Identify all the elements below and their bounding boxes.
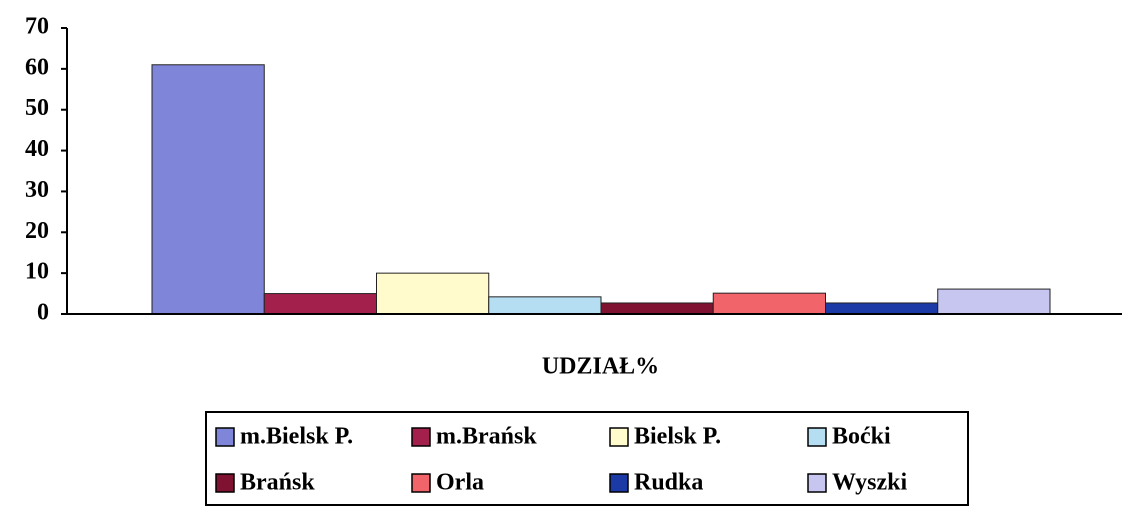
legend-swatch [411, 473, 431, 493]
legend-label: m.Brańsk [436, 424, 537, 450]
legend-swatch [807, 427, 827, 447]
legend-label: Brańsk [240, 470, 315, 496]
legend-swatch [411, 427, 431, 447]
bar [376, 272, 490, 315]
y-tick-label: 70 [25, 14, 49, 40]
y-tick-label: 30 [25, 177, 49, 203]
legend-swatch [215, 427, 235, 447]
y-tick-label: 10 [25, 259, 49, 285]
legend-label: Boćki [832, 424, 891, 450]
legend-label: Wyszki [832, 470, 907, 496]
legend-swatch [215, 473, 235, 493]
legend-box [205, 411, 969, 506]
legend-swatch [609, 427, 629, 447]
bar [825, 302, 939, 315]
x-axis-label: UDZIAŁ% [542, 354, 659, 380]
bar [937, 288, 1051, 315]
y-tick-label: 50 [25, 95, 49, 121]
legend-label: m.Bielsk P. [240, 424, 353, 450]
legend-label: Bielsk P. [634, 424, 721, 450]
y-tick-label: 0 [37, 300, 49, 326]
bar [488, 296, 602, 315]
y-tick-label: 20 [25, 218, 49, 244]
legend-label: Orla [436, 470, 484, 496]
bar [600, 302, 714, 315]
bar [263, 293, 377, 315]
legend-swatch [609, 473, 629, 493]
legend-swatch [807, 473, 827, 493]
bar [151, 64, 265, 315]
y-tick-label: 40 [25, 136, 49, 162]
legend-label: Rudka [634, 470, 703, 496]
y-tick-label: 60 [25, 54, 49, 80]
bar [712, 292, 826, 315]
